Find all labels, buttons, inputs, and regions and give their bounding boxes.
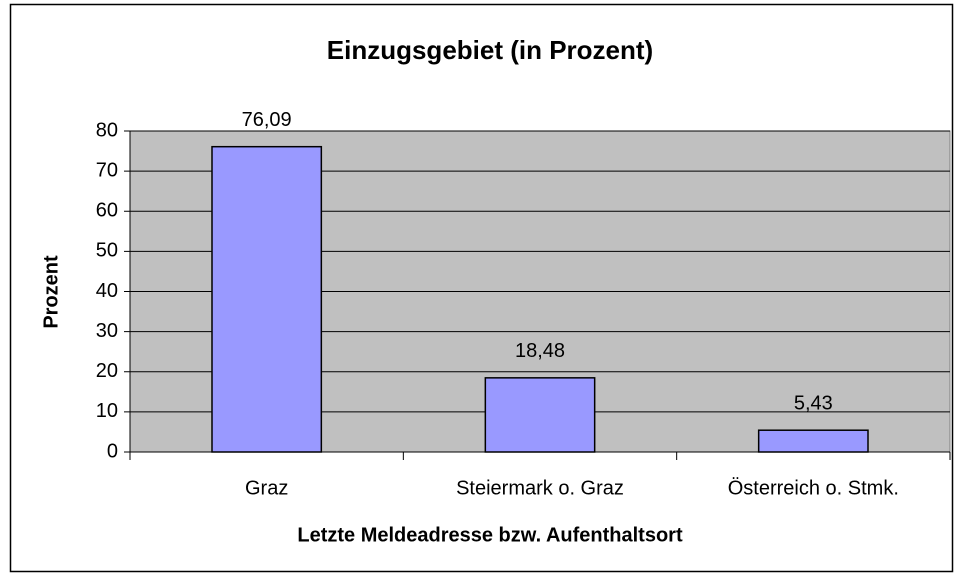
x-tick-label: Steiermark o. Graz — [456, 477, 624, 499]
data-label: 18,48 — [515, 340, 565, 362]
bar — [757, 429, 869, 453]
y-axis-label: Prozent — [40, 255, 62, 329]
y-tick-label: 80 — [96, 119, 118, 141]
x-tick-label: Graz — [245, 477, 288, 499]
y-tick-label: 0 — [107, 440, 118, 462]
y-tick-label: 70 — [96, 159, 118, 181]
data-label: 76,09 — [242, 109, 292, 131]
bar — [211, 145, 323, 453]
bar — [484, 377, 596, 453]
y-tick-label: 50 — [96, 240, 118, 262]
y-tick-label: 30 — [96, 320, 118, 342]
y-tick-label: 40 — [96, 280, 118, 302]
data-label: 5,43 — [794, 392, 833, 414]
x-tick-label: Österreich o. Stmk. — [728, 477, 899, 499]
y-tick-label: 10 — [96, 400, 118, 422]
y-tick-label: 20 — [96, 360, 118, 382]
chart-title: Einzugsgebiet (in Prozent) — [327, 35, 653, 65]
x-axis-label: Letzte Meldeadresse bzw. Aufenthaltsort — [297, 524, 683, 546]
y-tick-label: 60 — [96, 200, 118, 222]
